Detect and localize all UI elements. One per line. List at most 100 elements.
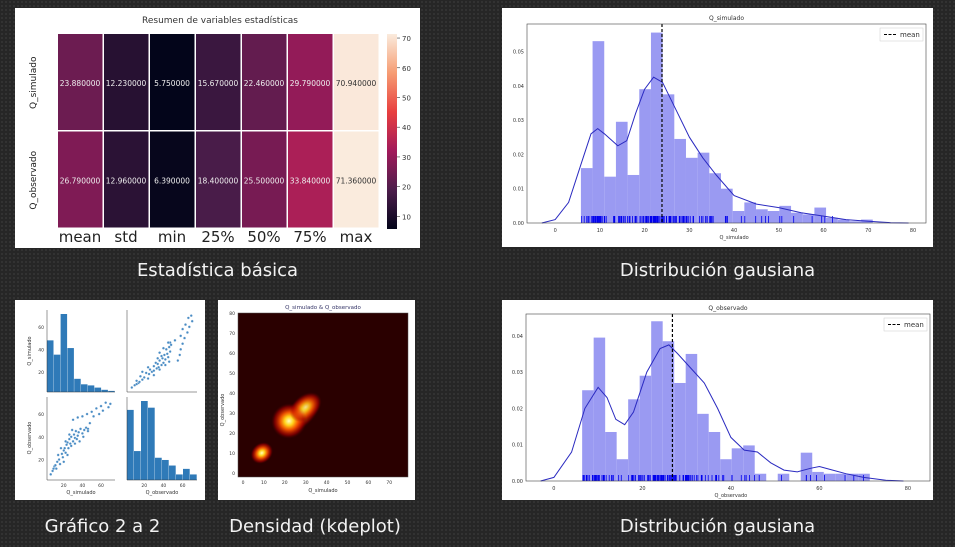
y-tick-label: 40 bbox=[38, 435, 44, 441]
hist-bar bbox=[709, 173, 721, 223]
scatter-point bbox=[90, 410, 94, 414]
x-tick-label: 40 bbox=[161, 483, 167, 489]
scatter-point bbox=[163, 363, 167, 367]
kde-line bbox=[541, 76, 909, 224]
row-label: Q_observado bbox=[29, 150, 39, 209]
scatter-point bbox=[81, 435, 85, 439]
scatter-point bbox=[186, 316, 190, 320]
y-tick-label: 30 bbox=[229, 411, 235, 417]
hist-bar bbox=[837, 219, 850, 223]
hist-bar bbox=[812, 471, 824, 481]
hist-bar bbox=[639, 375, 652, 481]
scatter-point bbox=[162, 353, 166, 357]
hist-sim-panel: Q_simulado 0 10 20 30 40 50 60 70 80 0.00 0.01 0.02 0… bbox=[502, 8, 933, 247]
heatmap-cell-label: 15.670000 bbox=[198, 79, 239, 88]
hist-bar bbox=[627, 174, 640, 223]
column-label: 25% bbox=[201, 228, 234, 246]
x-tick-label: 0 bbox=[242, 480, 245, 486]
legend-box bbox=[883, 317, 928, 332]
heatmap-cell-label: 25.500000 bbox=[244, 176, 285, 185]
heatmap-cell bbox=[150, 131, 195, 228]
kde-panel: Q_simulado & Q_observado 0 10 20 30 40 50 60 70 0… bbox=[218, 300, 415, 500]
y-axis-label: Q_observado bbox=[27, 422, 33, 455]
hist-bar bbox=[628, 399, 640, 481]
x-tick-label: 20 bbox=[61, 483, 67, 489]
scatter-point bbox=[57, 458, 61, 461]
y-axis-label: Q_simulado bbox=[27, 336, 33, 365]
pair-hist-bar bbox=[183, 468, 190, 480]
colorbar-tick-label: 40 bbox=[402, 124, 411, 132]
row-label: Q_simulado bbox=[29, 56, 39, 109]
plot-frame bbox=[526, 23, 927, 224]
scatter-point bbox=[156, 356, 160, 360]
hist-bar bbox=[754, 473, 767, 481]
y-tick-label: 60 bbox=[38, 412, 44, 418]
x-tick-label: 60 bbox=[98, 483, 104, 489]
column-label: min bbox=[158, 228, 186, 246]
hist-bar bbox=[639, 89, 651, 223]
heatmap-cell bbox=[196, 34, 241, 130]
hist-bar bbox=[744, 202, 757, 223]
hist-bar bbox=[697, 152, 710, 223]
scatter-point bbox=[104, 401, 108, 405]
scatter-point bbox=[146, 377, 150, 380]
pairplot-panel: 20 20 20 20 40 40 40 40 60 60 60 60 Q_simulado Q_obse… bbox=[15, 300, 205, 500]
scatter-point bbox=[166, 355, 170, 359]
colorbar-tick-label: 20 bbox=[402, 184, 411, 192]
y-tick-label: 0.02 bbox=[512, 406, 523, 412]
y-tick-label: 60 bbox=[229, 351, 235, 357]
hist-bar bbox=[743, 445, 755, 481]
y-tick-label: 20 bbox=[38, 370, 44, 376]
x-tick-label: 60 bbox=[366, 480, 372, 486]
pair-hist-bar bbox=[190, 474, 197, 480]
scatter-point bbox=[71, 418, 75, 422]
hist-bar bbox=[846, 473, 859, 481]
scatter-point bbox=[158, 359, 162, 362]
scatter-point bbox=[67, 437, 71, 441]
hist-bar bbox=[791, 212, 803, 223]
colorbar-tick-label: 10 bbox=[402, 213, 411, 221]
scatter-point bbox=[63, 446, 67, 450]
x-tick-label: 80 bbox=[910, 228, 916, 234]
y-tick-label: 0.04 bbox=[513, 84, 524, 90]
scatter-point bbox=[64, 451, 68, 455]
legend-label: mean bbox=[904, 321, 924, 329]
x-tick-label: 20 bbox=[639, 486, 645, 492]
pair-hist-bar bbox=[134, 451, 141, 480]
plot-frame bbox=[237, 312, 409, 478]
caption-pair: Gráfico 2 a 2 bbox=[44, 516, 161, 537]
colorbar-tick-label: 50 bbox=[402, 94, 411, 102]
chart-title: Q_simulado bbox=[709, 15, 744, 22]
column-label: 50% bbox=[247, 228, 280, 246]
y-tick-label: 70 bbox=[229, 331, 235, 337]
hist-bar bbox=[800, 452, 813, 481]
hist-bar bbox=[777, 473, 790, 481]
y-tick-label: 10 bbox=[229, 451, 235, 457]
y-tick-label: 80 bbox=[229, 311, 235, 317]
hist-bar bbox=[835, 473, 847, 481]
scatter-point bbox=[73, 442, 77, 446]
scatter-point bbox=[164, 347, 168, 351]
scatter-point bbox=[67, 433, 71, 436]
scatter-point bbox=[187, 325, 191, 329]
heatmap-cell bbox=[242, 131, 287, 228]
scatter-point bbox=[138, 380, 141, 384]
y-tick-label: 0.01 bbox=[513, 187, 524, 193]
colorbar-tick-label: 70 bbox=[402, 35, 411, 43]
y-tick-label: 20 bbox=[38, 458, 44, 464]
scatter-point bbox=[58, 462, 62, 466]
scatter-point bbox=[140, 378, 144, 382]
scatter-point bbox=[158, 368, 162, 371]
hist-bar bbox=[604, 176, 616, 223]
kde-peak bbox=[289, 391, 322, 423]
heatmap-cell bbox=[334, 131, 379, 228]
x-tick-label: 40 bbox=[728, 486, 734, 492]
scatter-point bbox=[189, 314, 193, 318]
column-label: 75% bbox=[293, 228, 326, 246]
hist-bar bbox=[615, 121, 628, 223]
scatter-point bbox=[160, 354, 163, 358]
y-tick-label: 0 bbox=[232, 471, 235, 477]
scatter-point bbox=[80, 414, 84, 418]
legend-box bbox=[879, 27, 924, 42]
scatter-point bbox=[66, 453, 69, 457]
